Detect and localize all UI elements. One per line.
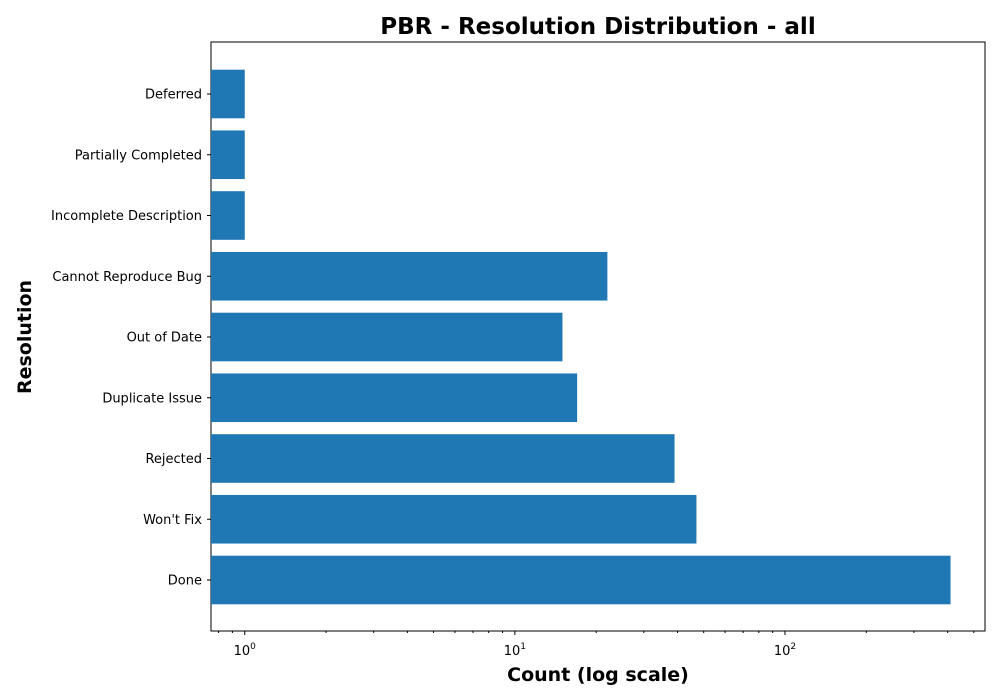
y-tick-label: Cannot Reproduce Bug — [52, 270, 202, 285]
y-axis-ticks: Done Won't Fix Rejected Duplicate Issue Out … — [51, 88, 211, 589]
y-tick-label: Won't Fix — [143, 513, 202, 528]
y-axis-label: Resolution — [14, 280, 36, 394]
y-tick-label: Rejected — [145, 452, 202, 467]
y-tick-label: Done — [168, 574, 202, 589]
bar — [211, 251, 608, 301]
x-tick-label: 100 — [234, 642, 257, 659]
chart-title: PBR - Resolution Distribution - all — [380, 14, 815, 40]
bar — [211, 494, 697, 544]
bar — [211, 555, 951, 605]
y-tick-label: Partially Completed — [75, 148, 202, 163]
y-tick-label: Out of Date — [127, 331, 202, 346]
x-axis-ticks: 100 101 102 — [218, 631, 975, 659]
bar — [211, 434, 675, 483]
x-axis-label: Count (log scale) — [507, 664, 689, 686]
bar — [211, 191, 245, 240]
x-tick-label: 101 — [504, 642, 526, 659]
x-tick-label: 102 — [774, 642, 796, 659]
bar — [211, 373, 578, 423]
bar — [211, 130, 245, 180]
y-tick-label: Deferred — [145, 88, 202, 103]
bar — [211, 312, 563, 362]
bar — [211, 69, 245, 119]
bars-group — [211, 69, 951, 605]
y-tick-label: Incomplete Description — [51, 209, 202, 224]
y-tick-label: Duplicate Issue — [102, 391, 202, 406]
